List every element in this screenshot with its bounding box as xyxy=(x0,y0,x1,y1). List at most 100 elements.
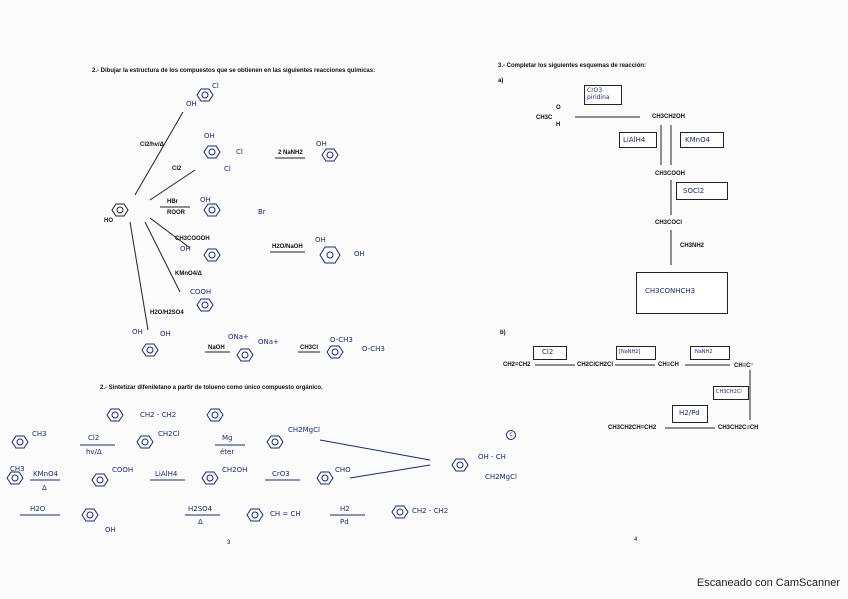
reagent: H2O/H2SO4 xyxy=(150,310,184,316)
box-text: CH3CH2Cl xyxy=(716,389,742,395)
answer: OH xyxy=(186,100,197,108)
answer: ONa+ xyxy=(258,338,279,346)
answer: OH xyxy=(315,236,326,244)
box-text: SOCl2 xyxy=(683,187,705,195)
page-number: 4 xyxy=(634,537,638,543)
answer: O-CH3 xyxy=(330,336,353,344)
synthesis-text: Δ xyxy=(42,484,47,492)
acetylene: CH≡CH xyxy=(658,362,679,368)
reagent: HBr xyxy=(167,199,179,205)
synthesis-text: hv/Δ xyxy=(86,448,102,456)
answer: OH xyxy=(200,196,211,204)
part-a-label: a) xyxy=(498,78,504,84)
answer: OH xyxy=(316,140,327,148)
reagent: 2 NaNH2 xyxy=(278,150,303,156)
reagent: Cl2 xyxy=(172,166,182,172)
synthesis-text: CH2 - CH2 xyxy=(412,507,449,515)
synthesis-text: Δ xyxy=(198,518,203,526)
methylamine: CH3NH2 xyxy=(680,243,705,249)
reagent: ROOR xyxy=(167,210,185,216)
answer: OH xyxy=(132,328,143,336)
synthesis-text: H2SO4 xyxy=(188,505,213,513)
answer: OH xyxy=(160,330,171,338)
question-2b-title: 2.- Sintetizar difeniletano a partir de … xyxy=(100,385,323,391)
answer: O-CH3 xyxy=(362,345,385,353)
reagent-box: Cl2 xyxy=(533,346,567,360)
synthesis-text: CH2OH xyxy=(222,466,248,474)
answer: OH xyxy=(180,245,191,253)
circled-c-mark: c xyxy=(506,430,516,440)
aldehyde-oxygen: O xyxy=(556,105,561,111)
reagent-box: LiAlH4 xyxy=(619,132,657,148)
reagent: CH3Cl xyxy=(300,345,319,351)
question-2-title: 2.- Dibujar la estructura de los compues… xyxy=(92,68,376,74)
dichloroethane: CH2ClCH2Cl xyxy=(577,362,614,368)
box-text: H2/Pd xyxy=(679,409,700,417)
butyne: CH3CH2C≡CH xyxy=(718,425,759,431)
acetaldehyde: CH3C xyxy=(536,115,553,121)
page-number: 3 xyxy=(227,540,231,546)
synthesis-text: éter xyxy=(220,448,235,456)
reagent: NaOH xyxy=(208,345,225,351)
product-box: CH3CONHCH3 xyxy=(636,272,728,314)
start-label: HO xyxy=(104,218,113,224)
aldehyde-hydrogen: H xyxy=(556,122,561,128)
synthesis-target: CH2 - CH2 xyxy=(140,411,177,419)
acetic-acid: CH3COOH xyxy=(655,171,686,177)
reagent-box: CH3CH2Cl xyxy=(713,386,749,400)
synthesis-text: LiAlH4 xyxy=(155,470,178,478)
reagent-box: NaNH2 xyxy=(690,346,730,360)
synthesis-text: Mg xyxy=(222,434,233,442)
box-text: NaNH2 xyxy=(695,349,713,355)
reagent: CH3COOOH xyxy=(175,236,210,242)
synthesis-text: CH3 xyxy=(32,430,47,438)
box-text: LiAlH4 xyxy=(623,136,646,144)
synthesis-text: Pd xyxy=(340,518,349,526)
synthesis-text: CHO xyxy=(335,466,351,474)
reagent-box: SOCl2 xyxy=(676,182,728,200)
box-text: CH3CONHCH3 xyxy=(645,287,696,295)
benzene-ring-icons xyxy=(6,88,469,522)
reagent: H2O/NaOH xyxy=(272,244,303,250)
synthesis-text: OH - CH xyxy=(478,453,506,461)
butene: CH3CH2CH=CH2 xyxy=(608,425,657,431)
answer: Cl xyxy=(212,82,219,90)
synthesis-text: CH2Cl xyxy=(158,430,180,438)
answer: COOH xyxy=(190,288,212,296)
reagent-box: H2/Pd xyxy=(672,405,708,423)
answer: OH xyxy=(354,250,365,258)
synthesis-text: Cl2 xyxy=(88,434,100,442)
synthesis-text: H2O xyxy=(30,505,46,513)
box-text: KMnO4 xyxy=(685,136,711,144)
answer: OH xyxy=(204,132,215,140)
reagent-box: KMnO4 xyxy=(680,132,724,148)
synthesis-text: OH xyxy=(105,526,116,534)
answer: Cl xyxy=(224,165,231,173)
box-text: CrO3 piridina xyxy=(587,87,610,101)
ethene: CH2=CH2 xyxy=(503,362,531,368)
acetyl-chloride: CH3COCl xyxy=(655,220,683,226)
answer: ONa+ xyxy=(228,333,249,341)
reagent: KMnO4/Δ xyxy=(175,271,202,277)
synthesis-text: CrO3 xyxy=(272,470,290,478)
synthesis-text: CH = CH xyxy=(270,510,301,518)
reagent-box: CrO3 piridina xyxy=(584,85,622,105)
box-text: Cl2 xyxy=(542,348,554,356)
part-b-label: b) xyxy=(500,330,506,336)
question-3-title: 3.- Completar los siguientes esquemas de… xyxy=(498,63,647,69)
synthesis-text: COOH xyxy=(112,466,134,474)
synthesis-text: CH2MgCl xyxy=(288,426,320,434)
scanner-watermark: Escaneado con CamScanner xyxy=(696,577,840,589)
synthesis-text: CH3 xyxy=(10,465,25,473)
box-text: [NaNH2] xyxy=(619,349,641,355)
reagent-box: [NaNH2] xyxy=(616,346,656,360)
ethanol: CH3CH2OH xyxy=(652,114,686,120)
synthesis-text: H2 xyxy=(340,505,350,513)
answer: Br xyxy=(258,208,266,216)
synthesis-text: KMnO4 xyxy=(33,470,59,478)
answer: Cl xyxy=(236,148,243,156)
reagent: Cl2/hv/Δ xyxy=(140,142,164,148)
acetylide: CH≡C⁻ xyxy=(734,363,754,369)
synthesis-text: CH2MgCl xyxy=(485,473,517,481)
